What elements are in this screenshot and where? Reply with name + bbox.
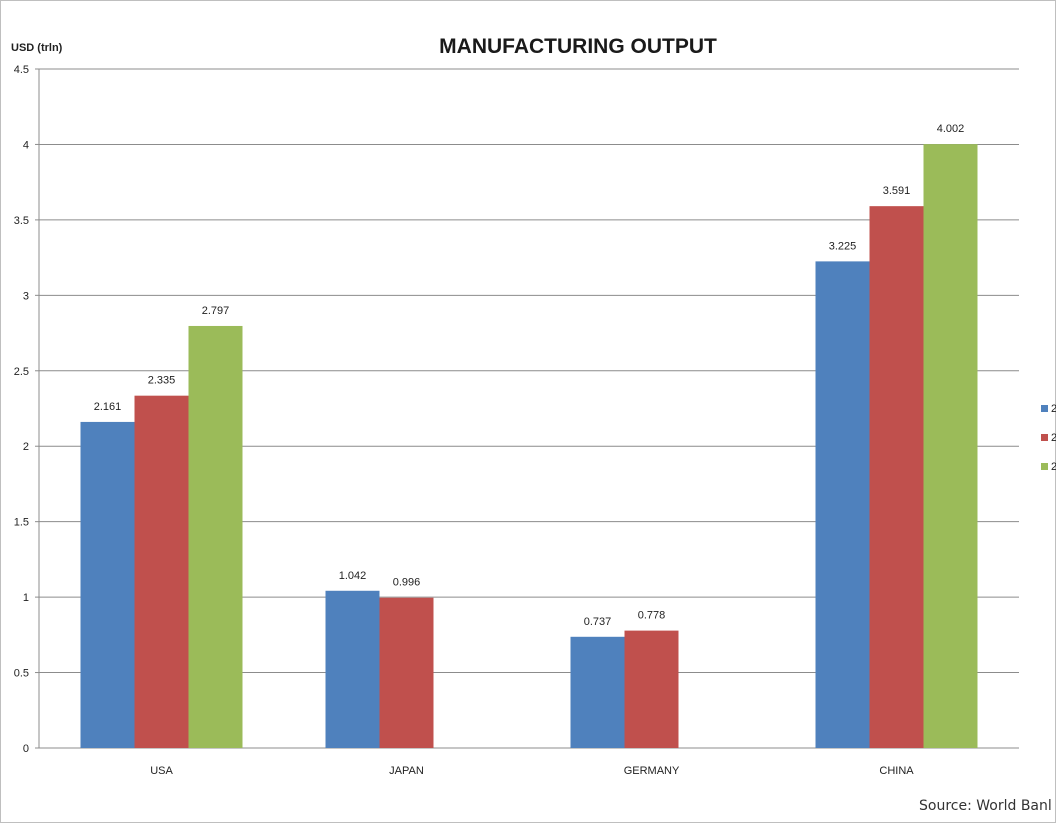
- data-label: 2.335: [148, 375, 176, 387]
- bars: [80, 144, 978, 748]
- legend: 2 2 2: [1041, 403, 1056, 473]
- data-label: 2.161: [94, 401, 122, 413]
- y-tick-label: 0.5: [14, 668, 29, 680]
- data-label: 2.797: [202, 305, 230, 317]
- bar: [570, 636, 625, 748]
- bar: [379, 597, 434, 748]
- data-label: 0.778: [638, 610, 666, 622]
- source-note: Source: World Banl: [919, 798, 1052, 814]
- bar: [188, 325, 243, 748]
- x-tick-label: USA: [150, 765, 173, 777]
- bar: [134, 395, 189, 748]
- y-tick-label: 4: [23, 139, 29, 151]
- x-tick-label: JAPAN: [389, 765, 424, 777]
- bar: [869, 206, 924, 748]
- y-axis-ticks: 0 0.5 1 1.5 2 2.5 3 3.5 4 4.5: [14, 64, 39, 755]
- y-tick-label: 2: [23, 441, 29, 453]
- data-label: 3.225: [829, 240, 857, 252]
- legend-swatch: [1041, 463, 1048, 470]
- bar: [325, 590, 380, 748]
- x-tick-label: GERMANY: [624, 765, 680, 777]
- y-tick-label: 0: [23, 743, 29, 755]
- y-tick-label: 4.5: [14, 64, 29, 76]
- bar: [80, 421, 135, 748]
- data-label: 4.002: [937, 123, 965, 135]
- bar: [815, 261, 870, 748]
- y-tick-label: 3: [23, 290, 29, 302]
- y-tick-label: 2.5: [14, 366, 29, 378]
- data-label: 1.042: [339, 570, 367, 582]
- data-label: 0.996: [393, 577, 421, 589]
- y-tick-label: 3.5: [14, 215, 29, 227]
- y-tick-label: 1: [23, 592, 29, 604]
- data-label: 0.737: [584, 616, 612, 628]
- bar: [923, 144, 978, 748]
- x-tick-label: CHINA: [879, 765, 914, 777]
- legend-swatch: [1041, 434, 1048, 441]
- data-label: 3.591: [883, 185, 911, 197]
- legend-label: 2: [1051, 432, 1056, 444]
- chart-title: MANUFACTURING OUTPUT: [439, 35, 717, 58]
- y-tick-label: 1.5: [14, 517, 29, 529]
- legend-swatch: [1041, 405, 1048, 412]
- x-axis-ticks: USA JAPAN GERMANY CHINA: [150, 765, 914, 777]
- legend-label: 2: [1051, 461, 1056, 473]
- data-labels: 2.161 2.335 2.797 1.042 0.996 0.737 0.778 3.225…: [94, 123, 965, 628]
- bar: [624, 630, 679, 748]
- y-axis-label: USD (trln): [11, 42, 63, 54]
- legend-label: 2: [1051, 403, 1056, 415]
